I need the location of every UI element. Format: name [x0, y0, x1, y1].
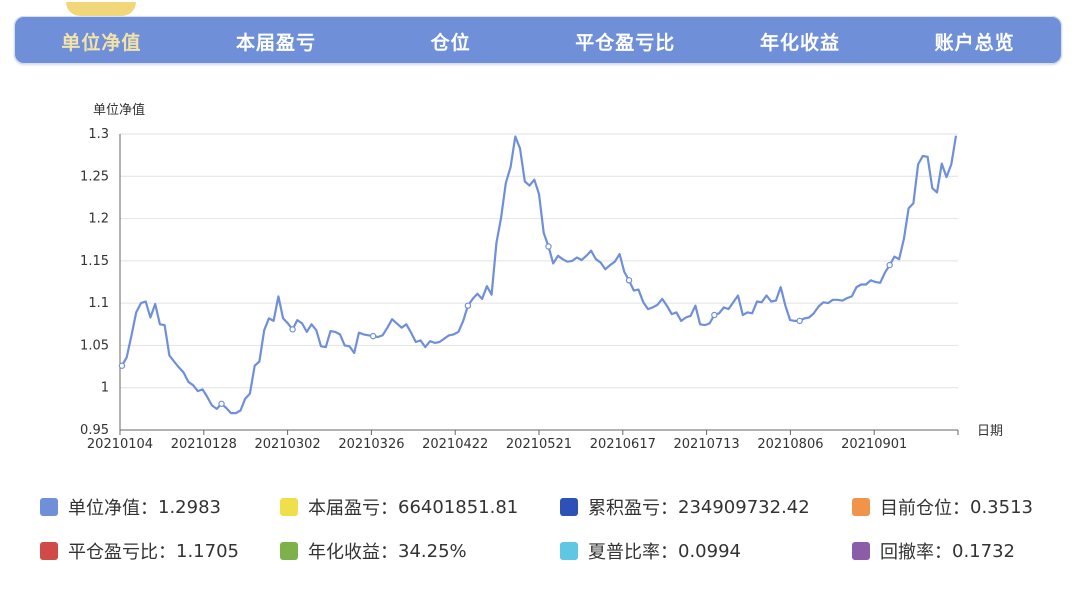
active-tab-marker [66, 1, 137, 16]
data-point [289, 326, 296, 333]
tab-close-pnl-ratio[interactable]: 平仓盈亏比 [570, 26, 680, 55]
tab-session-pnl[interactable]: 本届盈亏 [221, 26, 331, 55]
legend-label: 本届盈亏： [308, 498, 398, 519]
x-tick-label: 20210617 [590, 437, 656, 452]
y-tick-label: 1.15 [80, 254, 109, 269]
legend-value: 34.25% [398, 540, 467, 562]
y-tick-label: 1.2 [88, 212, 109, 227]
legend-swatch [280, 498, 298, 516]
legend-swatch [852, 542, 870, 560]
nav-line-chart: 单位净值 日期 1.31.251.21.151.11.0510.95202101… [80, 102, 1003, 452]
tab-bar: 单位净值 本届盈亏 仓位 平仓盈亏比 年化收益 账户总览 [14, 1, 1062, 64]
data-point [369, 332, 377, 340]
legend-label: 夏普比率： [588, 542, 678, 563]
legend: 单位净值： 1.2983 本届盈亏： 66401851.81 累积盈亏： 234909… [40, 496, 1060, 563]
x-tick-label: 20210302 [255, 437, 321, 452]
x-tick-label: 20210521 [506, 437, 572, 452]
legend-item-cumulative-pnl: 累积盈亏： 234909732.42 [560, 496, 852, 519]
legend-label: 回撤率： [880, 542, 952, 563]
legend-value: 0.3513 [970, 496, 1033, 518]
x-tick-label: 20210713 [674, 437, 740, 452]
tab-label: 仓位 [430, 31, 471, 54]
legend-swatch [560, 498, 578, 516]
data-point [796, 317, 803, 325]
legend-swatch [280, 542, 298, 560]
legend-item-sharpe-ratio: 夏普比率： 0.0994 [560, 540, 852, 563]
x-tick-label: 20210128 [171, 437, 237, 452]
legend-value: 0.1732 [952, 540, 1015, 562]
y-tick-label: 1.05 [80, 338, 109, 353]
tab-label: 平仓盈亏比 [575, 31, 676, 54]
legend-swatch [40, 542, 58, 560]
y-tick-label: 1.25 [80, 169, 109, 184]
legend-label: 累积盈亏： [588, 498, 678, 519]
tab-label: 本届盈亏 [235, 31, 316, 54]
tab-account-overview[interactable]: 账户总览 [920, 26, 1030, 55]
x-tick-label: 20210104 [87, 437, 153, 452]
legend-item-unit-nav: 单位净值： 1.2983 [40, 496, 280, 519]
x-tick-label: 20210422 [422, 437, 488, 452]
x-tick-label: 20210901 [841, 437, 907, 452]
x-tick-label: 20210326 [338, 437, 404, 452]
legend-value: 1.1705 [176, 540, 239, 562]
legend-swatch [560, 542, 578, 560]
tab-label: 账户总览 [934, 31, 1015, 54]
legend-item-close-pnl-ratio: 平仓盈亏比： 1.1705 [40, 540, 280, 563]
tab-unit-nav[interactable]: 单位净值 [46, 1, 156, 55]
legend-item-session-pnl: 本届盈亏： 66401851.81 [280, 496, 560, 519]
legend-value: 1.2983 [158, 496, 221, 518]
legend-value: 0.0994 [678, 540, 741, 562]
legend-swatch [852, 498, 870, 516]
legend-label: 年化收益： [308, 542, 398, 563]
x-tick-label: 20210806 [757, 437, 823, 452]
legend-swatch [40, 498, 58, 516]
series-line-unit-nav [121, 135, 958, 415]
tab-label: 单位净值 [61, 31, 142, 54]
y-tick-label: 1 [101, 381, 109, 396]
data-point [118, 362, 126, 369]
data-point [218, 400, 225, 407]
tab-label: 年化收益 [759, 31, 840, 54]
x-axis-title: 日期 [977, 424, 1003, 439]
legend-label: 单位净值： [68, 498, 158, 519]
tab-annual-return[interactable]: 年化收益 [745, 26, 855, 55]
data-point [711, 311, 718, 319]
legend-value: 234909732.42 [678, 496, 810, 518]
legend-item-drawdown: 回撤率： 0.1732 [852, 540, 1060, 563]
y-axis-title: 单位净值 [93, 102, 145, 118]
data-point [545, 243, 552, 250]
legend-item-annual-return: 年化收益： 34.25% [280, 540, 560, 563]
legend-label: 目前仓位： [880, 498, 970, 519]
data-point [464, 302, 472, 309]
tab-position[interactable]: 仓位 [396, 26, 506, 55]
legend-value: 66401851.81 [398, 496, 519, 518]
legend-label: 平仓盈亏比： [68, 542, 176, 563]
y-tick-label: 1.3 [88, 127, 109, 142]
y-tick-label: 0.95 [80, 423, 109, 438]
legend-item-current-position: 目前仓位： 0.3513 [852, 496, 1060, 519]
y-tick-label: 1.1 [88, 296, 109, 311]
data-point [886, 261, 893, 269]
data-point [625, 277, 633, 284]
